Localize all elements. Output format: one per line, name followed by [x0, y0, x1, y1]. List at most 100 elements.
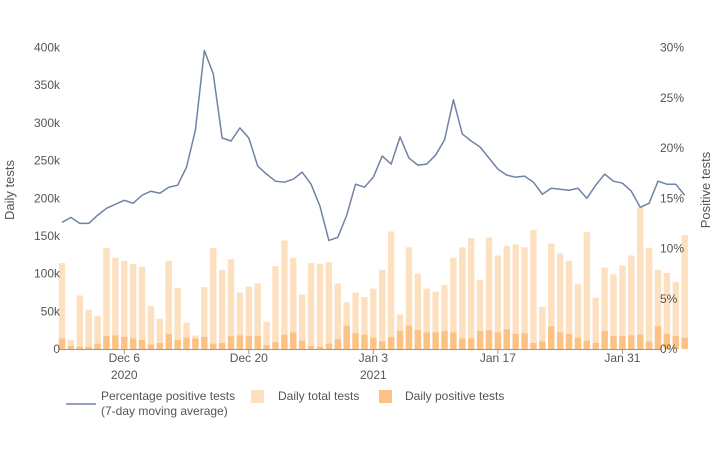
total-tests-bar	[681, 235, 688, 349]
left-y-tick-label: 250k	[34, 154, 61, 168]
positive-tests-bar	[379, 341, 386, 349]
total-tests-bar	[414, 273, 422, 349]
positive-tests-bar	[494, 332, 502, 349]
left-y-tick-label: 50k	[41, 304, 61, 318]
positive-tests-bar	[467, 338, 475, 349]
positive-tests-bar	[370, 337, 377, 349]
total-tests-bar	[121, 260, 128, 349]
total-tests-bar	[218, 269, 226, 349]
positive-tests-bar	[174, 339, 181, 349]
positive-tests-bar	[58, 338, 66, 349]
positive-tests-bar	[165, 333, 172, 349]
total-tests-bar	[290, 257, 297, 349]
positive-tests-bar	[539, 341, 546, 349]
total-tests-bar	[325, 262, 333, 349]
legend-label-line: Percentage positive tests	[101, 389, 235, 403]
total-tests-bar	[112, 257, 119, 349]
total-tests-bar	[334, 283, 341, 349]
legend-positive-swatch	[379, 390, 392, 403]
total-tests-bar	[370, 288, 377, 349]
total-tests-bar	[156, 318, 164, 349]
positive-tests-bar	[236, 335, 244, 349]
right-axis-title: Positive tests	[698, 151, 713, 228]
positive-tests-bar	[521, 333, 528, 349]
total-tests-bar	[672, 281, 679, 349]
positive-tests-bar	[405, 325, 413, 349]
total-tests-bar	[565, 260, 573, 349]
positive-tests-bar	[432, 332, 439, 349]
positive-tests-bar	[112, 335, 119, 349]
total-tests-bar	[530, 229, 537, 349]
positive-tests-bar	[245, 336, 252, 349]
right-y-tick-label: 15%	[660, 191, 684, 205]
left-y-tick-label: 300k	[34, 116, 61, 130]
positive-tests-bar	[637, 334, 644, 349]
total-tests-bar	[441, 284, 448, 349]
total-tests-bar	[601, 267, 608, 349]
total-tests-bar	[450, 257, 457, 349]
positive-tests-bar	[76, 346, 83, 349]
total-tests-bar	[512, 244, 519, 349]
total-tests-bar	[76, 295, 83, 349]
positive-tests-bar	[592, 342, 599, 349]
legend-sublabel-line: (7-day moving average)	[101, 404, 228, 418]
total-tests-bar	[619, 265, 626, 349]
positive-rate-line	[61, 49, 686, 242]
positive-tests-bar	[210, 343, 217, 349]
positive-tests-bar	[548, 326, 555, 349]
positive-tests-bar	[565, 333, 573, 349]
positive-tests-bar	[94, 343, 101, 349]
positive-tests-bar	[423, 332, 430, 349]
total-tests-bar	[467, 238, 475, 349]
total-tests-bar	[183, 322, 190, 349]
total-tests-bar	[503, 245, 510, 349]
positive-tests-bar	[556, 332, 564, 349]
positive-tests-bar	[67, 345, 75, 349]
total-tests-bar	[165, 260, 172, 349]
positive-tests-bar	[503, 329, 510, 349]
total-tests-bar	[352, 292, 359, 349]
positive-tests-bar	[352, 333, 359, 349]
total-tests-bar	[103, 248, 110, 349]
total-tests-bar	[94, 315, 101, 349]
total-tests-bar	[637, 207, 644, 349]
positive-tests-bar	[628, 335, 635, 349]
legend: Percentage positive tests (7-day moving …	[66, 389, 504, 418]
total-tests-bar	[361, 297, 368, 349]
positive-tests-bar	[610, 336, 617, 349]
positive-tests-bar	[681, 337, 688, 349]
total-tests-bar	[432, 291, 439, 349]
total-tests-bar	[298, 294, 306, 349]
left-axis-title: Daily tests	[2, 160, 17, 220]
total-tests-bar	[645, 248, 653, 349]
positive-tests-bar	[459, 338, 466, 349]
x-tick-year-label: 2021	[360, 368, 387, 382]
total-tests-bar	[85, 309, 92, 349]
positive-tests-bar	[121, 336, 128, 349]
positive-rate-line-group	[61, 49, 686, 242]
total-tests-bar	[147, 306, 155, 349]
positive-tests-bar	[414, 330, 422, 349]
positive-tests-bar	[334, 339, 341, 349]
total-tests-bar	[610, 274, 617, 349]
positive-tests-bar	[298, 340, 306, 349]
total-tests-bar	[138, 266, 146, 349]
positive-tests-bar	[201, 336, 208, 349]
x-tick-label: Jan 31	[604, 351, 640, 365]
total-tests-bar	[129, 263, 137, 349]
positive-tests-bar	[307, 345, 315, 349]
total-tests-bar	[227, 259, 235, 349]
total-tests-bar	[210, 248, 217, 349]
total-tests-bar	[307, 263, 315, 349]
positive-tests-bar	[103, 336, 110, 349]
total-tests-bar	[201, 287, 208, 349]
positive-tests-bar	[343, 325, 350, 349]
right-y-tick-label: 30%	[660, 41, 684, 55]
positive-tests-bar	[218, 342, 226, 349]
right-y-tick-label: 5%	[660, 292, 678, 306]
positive-tests-bar	[85, 346, 92, 349]
total-tests-bar	[548, 243, 555, 349]
left-y-axis: 0 50k 100k 150k 200k 250k 300k 350k 400k	[34, 41, 61, 356]
total-tests-bar	[592, 297, 599, 349]
positive-tests-bar	[281, 334, 288, 349]
